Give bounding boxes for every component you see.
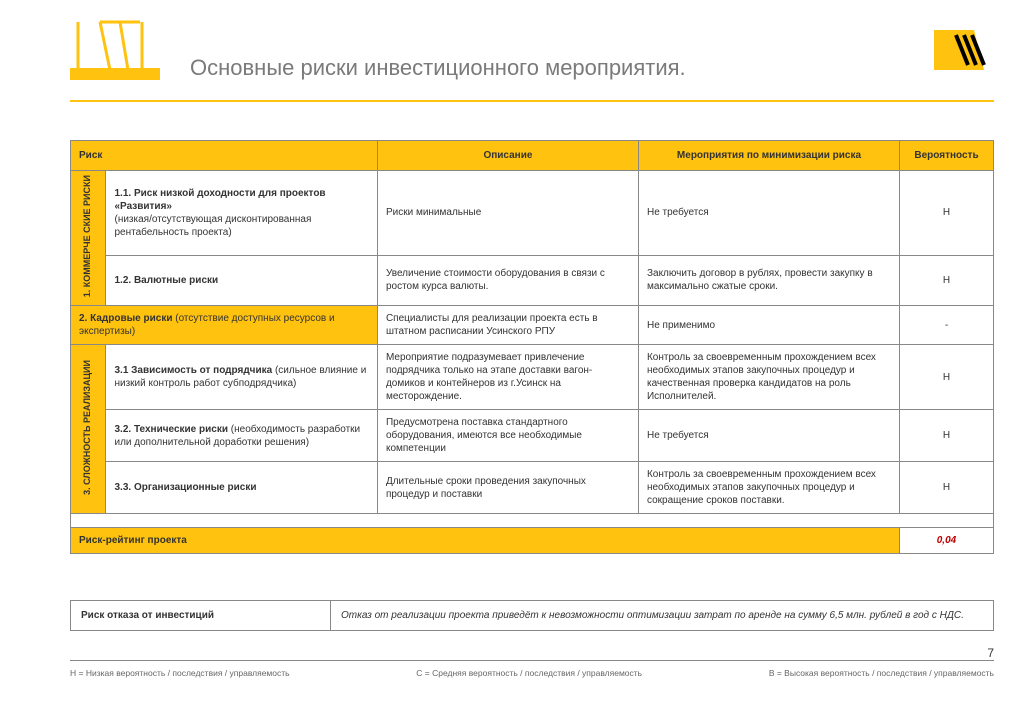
cat-1-label: 1. КОММЕРЧЕ СКИЕ РИСКИ (71, 171, 106, 306)
row-3-3: 3.3. Организационные риски Длительные ср… (71, 462, 994, 514)
legend-low: Н = Низкая вероятность / последствия / у… (70, 668, 290, 678)
risk-1-2-meas: Заключить договор в рублях, провести зак… (638, 255, 899, 306)
risk-3-3-meas: Контроль за своевременным прохождением в… (638, 462, 899, 514)
risk-3-1-name: 3.1 Зависимость от подрядчика (сильное в… (106, 345, 377, 410)
row-3-1: 3. СЛОЖНОСТЬ РЕАЛИЗАЦИИ 3.1 Зависимость … (71, 345, 994, 410)
row-1-2: 1.2. Валютные риски Увеличение стоимости… (71, 255, 994, 306)
page-number: 7 (987, 646, 994, 660)
risk-1-2-name: 1.2. Валютные риски (106, 255, 377, 306)
th-risk: Риск (71, 141, 378, 171)
th-description: Описание (377, 141, 638, 171)
rating-row: Риск-рейтинг проекта 0,04 (71, 528, 994, 554)
legend-high: В = Высокая вероятность / последствия / … (769, 668, 994, 678)
risk-3-2-name: 3.2. Технические риски (необходимость ра… (106, 410, 377, 462)
risk-3-3-prob: Н (899, 462, 993, 514)
risk-3-3-desc: Длительные сроки проведения закупочных п… (377, 462, 638, 514)
risk-1-1-meas: Не требуется (638, 171, 899, 256)
risk-table: Риск Описание Мероприятия по минимизации… (70, 140, 994, 554)
risk-3-1-desc: Мероприятие подразумевает привлечение по… (377, 345, 638, 410)
logo-left (70, 20, 160, 80)
cat-3-label: 3. СЛОЖНОСТЬ РЕАЛИЗАЦИИ (71, 345, 106, 514)
risk-3-2-prob: Н (899, 410, 993, 462)
refusal-table: Риск отказа от инвестиций Отказ от реали… (70, 600, 994, 631)
footer-line (70, 660, 994, 661)
table-header-row: Риск Описание Мероприятия по минимизации… (71, 141, 994, 171)
risk-2-prob: - (899, 306, 993, 345)
risk-3-2-desc: Предусмотрена поставка стандартного обор… (377, 410, 638, 462)
row-3-2: 3.2. Технические риски (необходимость ра… (71, 410, 994, 462)
spacer-row (71, 514, 994, 528)
risk-2-desc: Специалисты для реализации проекта есть … (377, 306, 638, 345)
slide-title: Основные риски инвестиционного мероприят… (190, 55, 686, 81)
th-probability: Вероятность (899, 141, 993, 171)
row-2: 2. Кадровые риски (отсутствие доступных … (71, 306, 994, 345)
accent-bar (70, 100, 994, 102)
refusal-text: Отказ от реализации проекта приведёт к н… (331, 601, 994, 631)
logo-right (934, 25, 994, 80)
risk-1-2-prob: Н (899, 255, 993, 306)
risk-1-1-prob: Н (899, 171, 993, 256)
risk-1-2-desc: Увеличение стоимости оборудования в связ… (377, 255, 638, 306)
risk-3-1-meas: Контроль за своевременным прохождением в… (638, 345, 899, 410)
th-measures: Мероприятия по минимизации риска (638, 141, 899, 171)
rating-value: 0,04 (899, 528, 993, 554)
risk-3-1-prob: Н (899, 345, 993, 410)
legend-mid: С = Средняя вероятность / последствия / … (416, 668, 642, 678)
row-1-1: 1. КОММЕРЧЕ СКИЕ РИСКИ 1.1. Риск низкой … (71, 171, 994, 256)
slide-header: Основные риски инвестиционного мероприят… (0, 0, 1024, 90)
risk-3-2-meas: Не требуется (638, 410, 899, 462)
rating-label: Риск-рейтинг проекта (71, 528, 900, 554)
risk-1-1-desc: Риски минимальные (377, 171, 638, 256)
risk-2-name: 2. Кадровые риски (отсутствие доступных … (71, 306, 378, 345)
refusal-label: Риск отказа от инвестиций (71, 601, 331, 631)
risk-1-1-name: 1.1. Риск низкой доходности для проектов… (106, 171, 377, 256)
risk-2-meas: Не применимо (638, 306, 899, 345)
legend: Н = Низкая вероятность / последствия / у… (70, 668, 994, 678)
risk-3-3-name: 3.3. Организационные риски (106, 462, 377, 514)
